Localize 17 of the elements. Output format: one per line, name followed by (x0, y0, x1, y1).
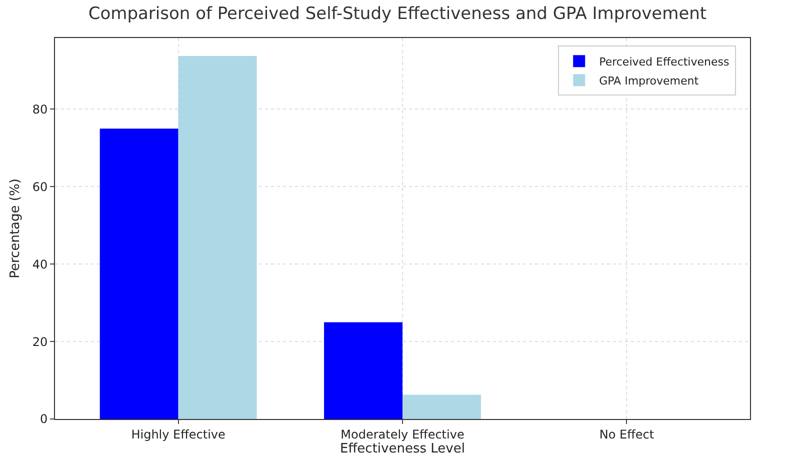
bar (402, 394, 481, 419)
y-tick-label: 0 (40, 412, 48, 426)
bar (178, 56, 257, 419)
x-tick-label: Moderately Effective (340, 427, 464, 442)
bar (324, 322, 402, 419)
y-tick-label: 20 (32, 334, 48, 349)
bar (100, 128, 178, 419)
x-tick-label: Highly Effective (131, 427, 226, 442)
y-tick-label: 60 (32, 180, 48, 194)
y-tick-label: 80 (32, 102, 48, 116)
legend-label: GPA Improvement (599, 74, 700, 88)
x-axis-title: Effectiveness Level (340, 441, 465, 456)
legend-label: Perceived Effectiveness (599, 55, 730, 68)
y-tick-label: 40 (32, 257, 48, 272)
chart-title: Comparison of Perceived Self-Study Effectiveness and GPA Improvement (88, 4, 707, 24)
y-axis-title: Percentage (%) (8, 178, 23, 278)
x-tick-label: No Effect (599, 427, 654, 442)
